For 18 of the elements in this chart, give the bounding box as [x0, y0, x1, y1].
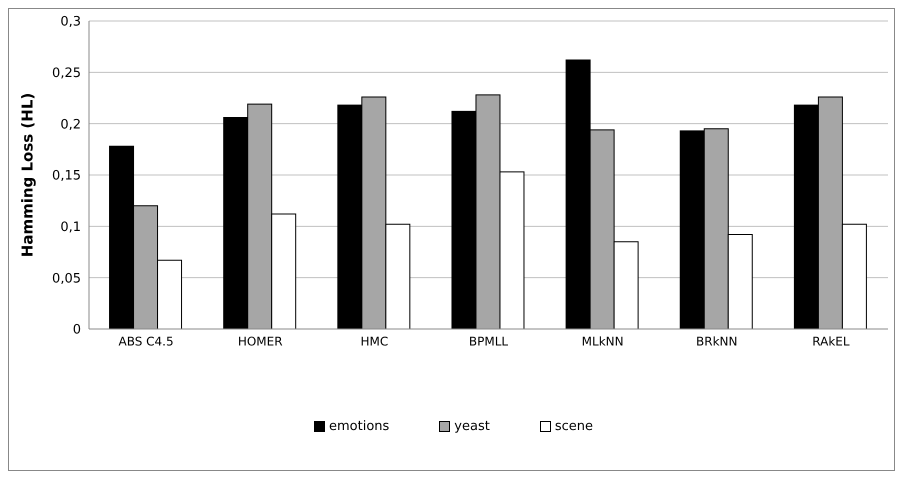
x-tick-label: BPMLL: [468, 334, 508, 349]
x-tick-label: RAkEL: [812, 334, 850, 349]
y-tick-label: 0,15: [52, 168, 81, 184]
y-tick-label: 0,3: [60, 14, 81, 30]
y-tick-label: 0,25: [52, 66, 81, 81]
x-tick-label: ABS C4.5: [118, 334, 174, 349]
x-tick-label: HMC: [360, 334, 388, 349]
y-axis-title: Hamming Loss (HL): [18, 92, 36, 258]
y-tick-label: 0,1: [60, 220, 81, 235]
x-tick-label: HOMER: [238, 334, 283, 349]
y-tick-label: 0,2: [60, 117, 81, 132]
y-tick-label: 0: [72, 322, 81, 338]
x-tick-label: BRkNN: [696, 334, 738, 349]
legend-label: yeast: [454, 419, 490, 434]
y-tick-label: 0,05: [52, 271, 81, 286]
legend-label: emotions: [329, 419, 390, 434]
legend-label: scene: [554, 419, 593, 434]
x-tick-label: MLkNN: [582, 334, 624, 349]
